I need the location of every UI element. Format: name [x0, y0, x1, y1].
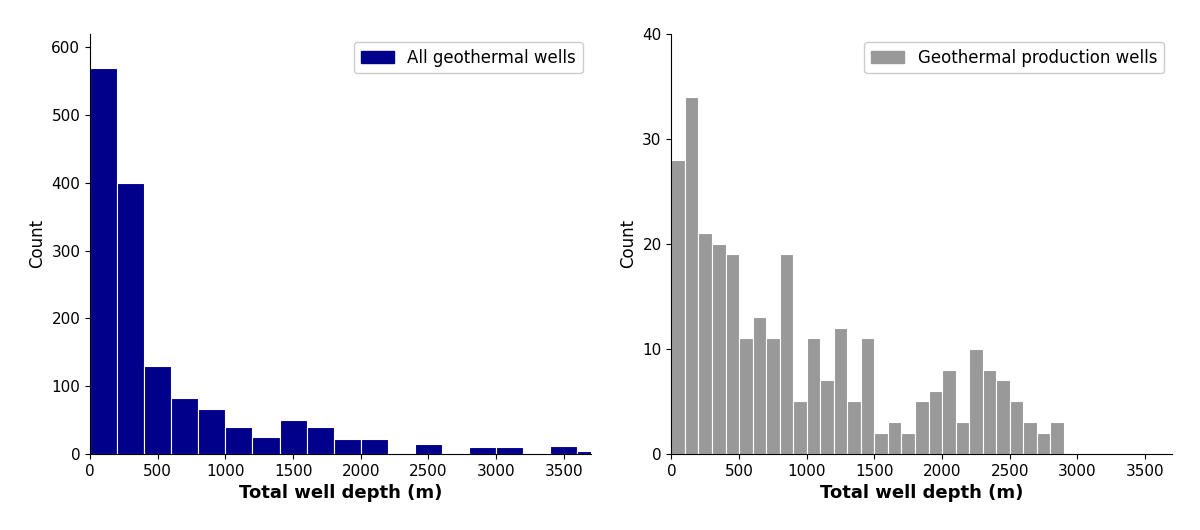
Bar — [996, 381, 1009, 454]
Bar — [551, 446, 577, 454]
Bar — [172, 399, 198, 454]
Bar — [726, 254, 739, 454]
Bar — [847, 401, 860, 454]
Bar — [970, 349, 983, 454]
Bar — [1037, 433, 1050, 454]
Bar — [888, 422, 901, 454]
Bar — [780, 254, 793, 454]
Legend: Geothermal production wells: Geothermal production wells — [864, 42, 1164, 74]
Bar — [1009, 401, 1024, 454]
Bar — [685, 97, 698, 454]
Bar — [334, 439, 361, 454]
Bar — [860, 338, 875, 454]
Bar — [766, 338, 780, 454]
X-axis label: Total well depth (m): Total well depth (m) — [239, 484, 442, 502]
Bar — [226, 427, 252, 454]
Bar — [834, 328, 847, 454]
Bar — [916, 401, 929, 454]
Bar — [712, 244, 726, 454]
Bar — [1050, 422, 1064, 454]
Bar — [496, 447, 523, 454]
Bar — [955, 422, 970, 454]
Bar — [280, 420, 307, 454]
Y-axis label: Count: Count — [619, 219, 637, 268]
Bar — [929, 391, 942, 454]
Bar — [144, 366, 172, 454]
Bar — [671, 160, 685, 454]
Bar — [901, 433, 916, 454]
Bar — [90, 68, 118, 454]
Bar — [252, 437, 280, 454]
Bar — [577, 450, 605, 454]
Bar — [361, 439, 388, 454]
Y-axis label: Count: Count — [28, 219, 46, 268]
Bar — [415, 445, 442, 454]
Bar — [793, 401, 806, 454]
Bar — [698, 233, 712, 454]
Bar — [307, 427, 334, 454]
Bar — [118, 183, 144, 454]
Bar — [983, 370, 996, 454]
Bar — [875, 433, 888, 454]
Bar — [806, 338, 821, 454]
Bar — [821, 381, 834, 454]
Bar — [1024, 422, 1037, 454]
Legend: All geothermal wells: All geothermal wells — [354, 42, 582, 74]
X-axis label: Total well depth (m): Total well depth (m) — [820, 484, 1024, 502]
Bar — [469, 447, 496, 454]
Bar — [739, 338, 752, 454]
Bar — [198, 409, 226, 454]
Bar — [942, 370, 955, 454]
Bar — [752, 317, 766, 454]
